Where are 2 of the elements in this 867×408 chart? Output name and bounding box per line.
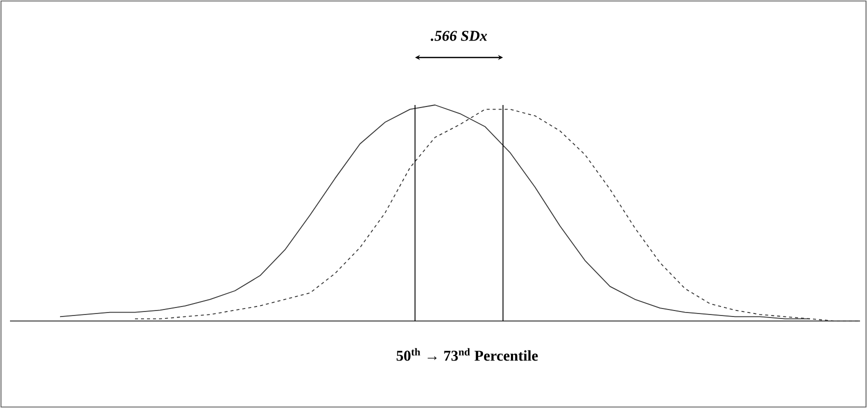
text: 50$^{th}$ → 73$^{nd}$ Percentile (396, 348, 538, 361)
text: .566 SDx (430, 30, 487, 41)
